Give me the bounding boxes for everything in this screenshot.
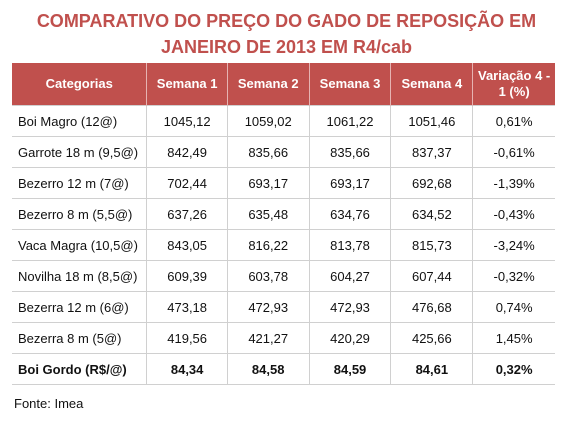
value-cell: 1045,12 xyxy=(146,105,228,137)
value-cell: 1061,22 xyxy=(308,105,391,137)
value-cell: 815,73 xyxy=(390,229,473,261)
value-cell: 420,29 xyxy=(308,322,391,354)
value-cell: -3,24% xyxy=(472,229,555,261)
title-line: COMPARATIVO DO PREÇO DO GADO DE REPOSIÇÃ… xyxy=(36,11,537,31)
category-cell: Bezerro 12 m (7@) xyxy=(12,167,147,199)
value-cell: 835,66 xyxy=(308,136,391,168)
value-cell: -0,61% xyxy=(472,136,555,168)
value-cell: 702,44 xyxy=(146,167,228,199)
value-cell: 476,68 xyxy=(390,291,473,323)
table-row: Bezerra 8 m (5@) 419,56 421,27 420,29 425,66… xyxy=(12,322,555,354)
table-row: Garrote 18 m (9,5@) 842,49 835,66 835,66 837… xyxy=(12,136,555,168)
value-cell: 472,93 xyxy=(226,291,310,323)
value-cell: 425,66 xyxy=(390,322,473,354)
value-cell: 604,27 xyxy=(308,260,391,292)
value-cell: -0,32% xyxy=(472,260,555,292)
value-cell: 1,45% xyxy=(472,322,555,354)
value-cell: 1051,46 xyxy=(390,105,473,137)
value-cell: 472,93 xyxy=(308,291,391,323)
header-cell: Semana 4 xyxy=(390,63,473,106)
header-row: Categorias Semana 1 Semana 2 Semana 3 Semana… xyxy=(12,63,555,106)
value-cell: 607,44 xyxy=(390,260,473,292)
category-cell: Vaca Magra (10,5@) xyxy=(12,229,147,261)
table-row: Novilha 18 m (8,5@) 609,39 603,78 604,27 607… xyxy=(12,260,555,292)
value-cell: 0,74% xyxy=(472,291,555,323)
category-cell: Novilha 18 m (8,5@) xyxy=(12,260,147,292)
value-cell: 84,34 xyxy=(146,353,228,385)
category-cell: Boi Magro (12@) xyxy=(12,105,147,137)
header-cell: Semana 1 xyxy=(146,63,228,106)
value-cell: 813,78 xyxy=(308,229,391,261)
value-cell: -0,43% xyxy=(472,198,555,230)
table-row: Bezerro 12 m (7@) 702,44 693,17 693,17 692,6… xyxy=(12,167,555,199)
header-cell: Categorias xyxy=(12,63,147,106)
value-cell: 84,61 xyxy=(390,353,473,385)
value-cell: 473,18 xyxy=(146,291,228,323)
table-body: Boi Magro (12@) 1045,12 1059,02 1061,22 1051… xyxy=(12,105,555,385)
value-cell: 843,05 xyxy=(146,229,228,261)
value-cell: 1059,02 xyxy=(226,105,310,137)
value-cell: 0,61% xyxy=(472,105,555,137)
value-cell: 603,78 xyxy=(226,260,310,292)
value-cell: 634,52 xyxy=(390,198,473,230)
value-cell: 837,37 xyxy=(390,136,473,168)
category-cell: Bezerra 8 m (5@) xyxy=(12,322,147,354)
price-table: Categorias Semana 1 Semana 2 Semana 3 Semana… xyxy=(12,63,555,385)
table-row: Bezerra 12 m (6@) 473,18 472,93 472,93 476,6… xyxy=(12,291,555,323)
value-cell: 421,27 xyxy=(226,322,310,354)
category-cell: Bezerro 8 m (5,5@) xyxy=(12,198,147,230)
value-cell: 419,56 xyxy=(146,322,228,354)
title-line: JANEIRO DE 2013 EM R4/cab xyxy=(160,37,413,57)
table-row: Vaca Magra (10,5@) 843,05 816,22 813,78 815,… xyxy=(12,229,555,261)
value-cell: -1,39% xyxy=(472,167,555,199)
value-cell: 609,39 xyxy=(146,260,228,292)
table-row: Boi Magro (12@) 1045,12 1059,02 1061,22 1051… xyxy=(12,105,555,137)
table-row: Boi Gordo (R$/@) 84,34 84,58 84,59 84,61 0,32… xyxy=(12,353,555,385)
title: COMPARATIVO DO PREÇO DO GADO DE REPOSIÇÃ… xyxy=(0,8,573,60)
value-cell: 692,68 xyxy=(390,167,473,199)
value-cell: 693,17 xyxy=(308,167,391,199)
value-cell: 693,17 xyxy=(226,167,310,199)
header-cell: Semana 2 xyxy=(226,63,310,106)
value-cell: 635,48 xyxy=(226,198,310,230)
value-cell: 634,76 xyxy=(308,198,391,230)
category-cell: Garrote 18 m (9,5@) xyxy=(12,136,147,168)
value-cell: 84,59 xyxy=(308,353,391,385)
value-cell: 816,22 xyxy=(226,229,310,261)
category-cell: Boi Gordo (R$/@) xyxy=(12,353,147,385)
value-cell: 637,26 xyxy=(146,198,228,230)
value-cell: 842,49 xyxy=(146,136,228,168)
value-cell: 0,32% xyxy=(472,353,555,385)
source: Fonte: Imea xyxy=(14,396,84,411)
category-cell: Bezerra 12 m (6@) xyxy=(12,291,147,323)
table-row: Bezerro 8 m (5,5@) 637,26 635,48 634,76 634,… xyxy=(12,198,555,230)
table-header: Categorias Semana 1 Semana 2 Semana 3 Semana… xyxy=(12,63,555,106)
header-cell: Variação 4 - 1 (%) xyxy=(472,63,555,106)
value-cell: 84,58 xyxy=(226,353,310,385)
value-cell: 835,66 xyxy=(226,136,310,168)
header-cell: Semana 3 xyxy=(308,63,391,106)
